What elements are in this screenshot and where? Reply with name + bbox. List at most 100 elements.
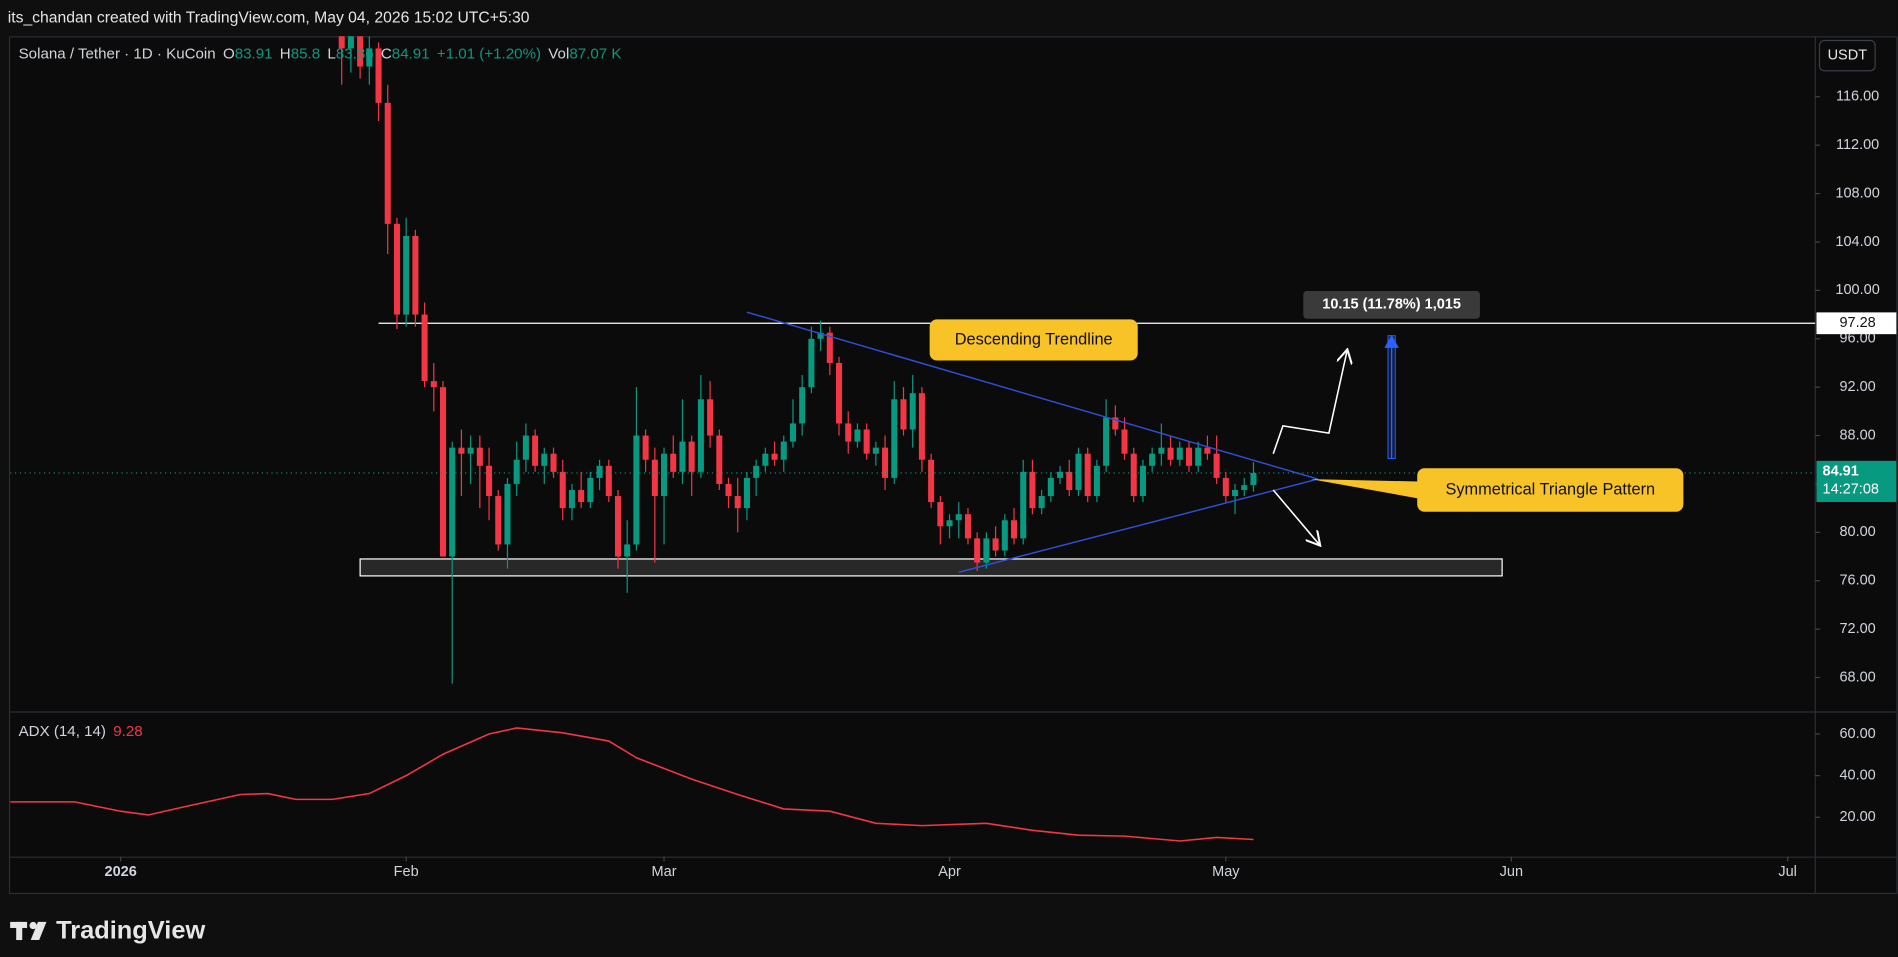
candle-body — [955, 514, 962, 521]
candle-body — [946, 520, 953, 527]
candle-body — [1010, 520, 1018, 539]
y-tick-label: 100.00 — [1835, 282, 1879, 298]
candle-body — [338, 36, 345, 49]
ohlc-value: 83.36 — [336, 45, 374, 62]
candle-body — [458, 447, 465, 454]
candle-body — [403, 235, 410, 315]
candle-body — [568, 489, 575, 509]
adx-y-tick-label: 40.00 — [1839, 767, 1875, 783]
candle-body — [486, 465, 493, 497]
support-zone — [359, 558, 1503, 577]
x-tick-label: 2026 — [105, 864, 137, 880]
callout-pointer — [1310, 479, 1419, 499]
candle-body — [476, 447, 483, 466]
candle-body — [1029, 471, 1036, 509]
candle-body — [1158, 447, 1165, 454]
breakout-arrow — [1272, 351, 1347, 454]
candle-body — [845, 423, 852, 442]
y-tick-label: 92.00 — [1839, 379, 1875, 395]
candle-body — [688, 441, 695, 472]
logo-shape — [29, 921, 37, 930]
candle-body — [992, 538, 999, 551]
candle-body — [504, 483, 511, 545]
candle-body — [1250, 472, 1257, 486]
adx-legend: ADX (14, 14) 9.28 — [19, 723, 143, 740]
symbol-title: Solana / Tether · 1D · KuCoin — [19, 45, 216, 62]
trendline — [958, 478, 1319, 573]
candle-body — [1093, 465, 1100, 497]
credit: its_chandan created with TradingView.com… — [8, 9, 530, 26]
brand-name: TradingView — [56, 916, 205, 944]
candle-body — [670, 453, 677, 472]
candle-body — [532, 435, 539, 466]
level-label-box — [1816, 312, 1897, 335]
candle-body — [771, 453, 778, 460]
measure-label-box — [1303, 290, 1480, 319]
candle-body — [1176, 447, 1183, 460]
candle-body — [937, 502, 944, 527]
ohlc-key: H — [280, 45, 291, 62]
x-tick-label: Feb — [394, 864, 419, 880]
candle-body — [1038, 496, 1045, 509]
candle-body — [1130, 453, 1137, 497]
candle-body — [872, 447, 879, 454]
candle-body — [1149, 453, 1156, 466]
candle-body — [909, 393, 916, 430]
adx-y-tick-label: 60.00 — [1839, 726, 1875, 742]
candle-body — [799, 387, 806, 424]
candle-body — [780, 441, 787, 460]
candle-body — [605, 465, 612, 497]
candle-body — [366, 48, 373, 67]
candle-body — [1066, 471, 1073, 490]
adx-name: ADX (14, 14) — [19, 723, 106, 740]
x-tick-label: Apr — [938, 864, 961, 880]
currency-label[interactable]: USDT — [1828, 47, 1868, 63]
x-tick-label: Mar — [652, 864, 677, 880]
candle-body — [836, 362, 843, 424]
candle-body — [753, 465, 760, 478]
breakdown-arrow — [1272, 489, 1319, 544]
y-tick-label: 96.00 — [1839, 331, 1875, 347]
trendline — [746, 311, 1319, 480]
price-pane: 10.15 (11.78%) 1,015 — [10, 36, 1816, 684]
candle-body — [1020, 471, 1027, 539]
candle-body — [964, 514, 971, 539]
candle-body — [1103, 417, 1110, 466]
candle-body — [412, 235, 419, 315]
candle-body — [716, 435, 723, 484]
candle-body — [513, 459, 520, 484]
candle-body — [596, 465, 603, 478]
candle-body — [1185, 447, 1193, 466]
candle-body — [439, 387, 447, 557]
y-tick-label: 108.00 — [1835, 185, 1879, 201]
candle-body — [578, 489, 585, 503]
candle-body — [826, 332, 833, 363]
candle-body — [743, 477, 750, 509]
adx-y-tick-label: 20.00 — [1839, 809, 1875, 825]
candle-body — [1139, 465, 1146, 497]
candle-body — [357, 36, 364, 67]
volume-key: Vol — [548, 45, 569, 62]
candle-body — [882, 447, 889, 478]
candle-body — [541, 453, 548, 466]
candle-body — [347, 36, 354, 49]
logo-shape — [16, 921, 23, 941]
currency-button[interactable] — [1818, 39, 1876, 72]
candle-body — [651, 459, 658, 497]
candle-body — [1001, 520, 1008, 551]
callout-box — [929, 319, 1138, 361]
candle-body — [661, 453, 668, 497]
candle-body — [559, 471, 566, 509]
candle-body — [614, 496, 622, 557]
candle-body — [762, 453, 769, 466]
callout-text: Descending Trendline — [955, 330, 1113, 348]
candle-body — [375, 48, 382, 103]
ohlc-value: 85.8 — [291, 45, 320, 62]
candle-body — [808, 338, 815, 388]
x-tick-label: Jul — [1778, 864, 1797, 880]
axes: 68.0072.0076.0080.0084.0088.0092.0096.00… — [105, 89, 1897, 880]
y-tick-label: 80.00 — [1839, 524, 1875, 540]
candle-body — [1057, 471, 1064, 478]
candle-body — [817, 332, 824, 339]
candle-body — [983, 538, 990, 563]
